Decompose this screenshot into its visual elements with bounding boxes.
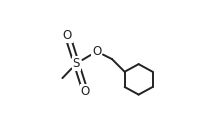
Text: O: O — [81, 85, 90, 98]
Text: S: S — [73, 57, 80, 70]
Text: O: O — [92, 45, 101, 58]
Text: O: O — [63, 29, 72, 42]
